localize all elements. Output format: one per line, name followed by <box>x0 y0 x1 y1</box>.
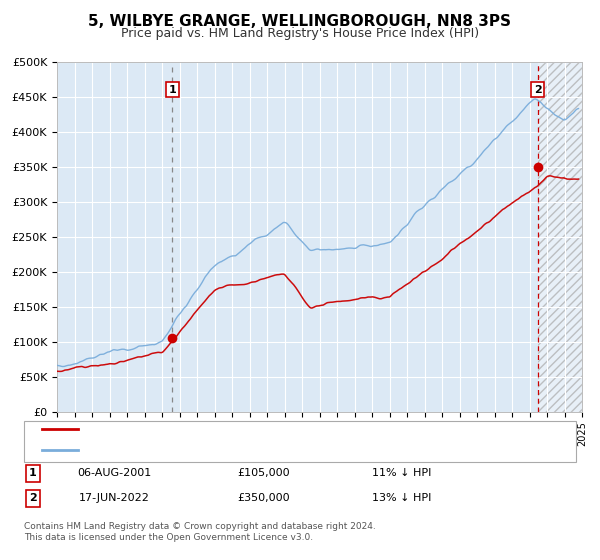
Text: £350,000: £350,000 <box>238 493 290 503</box>
Text: HPI: Average price, detached house, North Northamptonshire: HPI: Average price, detached house, Nort… <box>84 445 420 455</box>
Text: 2: 2 <box>533 85 541 95</box>
Text: 2: 2 <box>29 493 37 503</box>
Text: 17-JUN-2022: 17-JUN-2022 <box>79 493 149 503</box>
Bar <box>538 62 582 412</box>
Text: 11% ↓ HPI: 11% ↓ HPI <box>373 468 431 478</box>
Text: Contains HM Land Registry data © Crown copyright and database right 2024.: Contains HM Land Registry data © Crown c… <box>24 522 376 531</box>
Text: 5, WILBYE GRANGE, WELLINGBOROUGH, NN8 3PS (detached house): 5, WILBYE GRANGE, WELLINGBOROUGH, NN8 3P… <box>84 424 455 434</box>
Text: 5, WILBYE GRANGE, WELLINGBOROUGH, NN8 3PS: 5, WILBYE GRANGE, WELLINGBOROUGH, NN8 3P… <box>89 14 511 29</box>
Text: 06-AUG-2001: 06-AUG-2001 <box>77 468 151 478</box>
Text: 1: 1 <box>29 468 37 478</box>
Text: Price paid vs. HM Land Registry's House Price Index (HPI): Price paid vs. HM Land Registry's House … <box>121 27 479 40</box>
Text: This data is licensed under the Open Government Licence v3.0.: This data is licensed under the Open Gov… <box>24 533 313 542</box>
Text: 1: 1 <box>169 85 176 95</box>
Bar <box>538 62 582 412</box>
Text: 13% ↓ HPI: 13% ↓ HPI <box>373 493 431 503</box>
Text: £105,000: £105,000 <box>238 468 290 478</box>
